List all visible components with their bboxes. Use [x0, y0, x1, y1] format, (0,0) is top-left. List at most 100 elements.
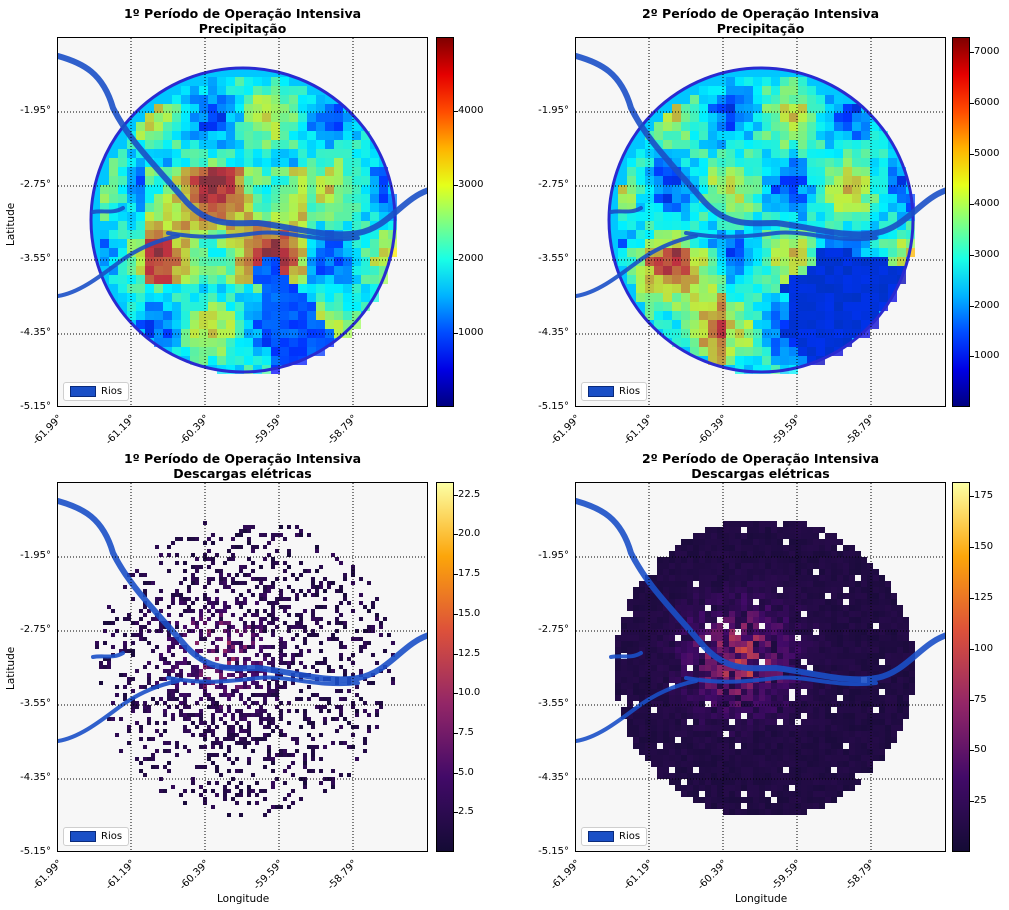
grid-cell: [888, 185, 897, 194]
grid-cell: [681, 221, 690, 230]
grid-cell: [753, 683, 759, 689]
grid-cell: [849, 761, 855, 767]
grid-cell: [651, 719, 657, 725]
map-plot[interactable]: Rios: [575, 37, 946, 407]
grid-cell: [789, 629, 795, 635]
grid-cell: [717, 653, 723, 659]
grid-cell: [741, 629, 747, 635]
grid-cell: [852, 248, 861, 257]
grid-cell: [885, 629, 891, 635]
colorbar-tick: [454, 732, 458, 734]
grid-cell: [199, 284, 208, 293]
grid-cell: [765, 545, 771, 551]
grid-cell: [825, 713, 831, 719]
grid-cell: [227, 757, 231, 761]
grid-cell: [861, 194, 870, 203]
grid-cell: [819, 569, 825, 575]
grid-cell: [103, 629, 107, 633]
grid-cell: [263, 673, 267, 677]
grid-cell: [759, 539, 765, 545]
grid-cell: [681, 557, 687, 563]
grid-cell: [267, 749, 271, 753]
grid-cell: [891, 659, 897, 665]
grid-cell: [247, 625, 251, 629]
grid-cell: [873, 671, 879, 677]
grid-cell: [807, 725, 813, 731]
grid-cell: [621, 689, 627, 695]
grid-cell: [379, 176, 388, 185]
grid-cell: [211, 705, 215, 709]
grid-cell: [729, 539, 735, 545]
grid-cell: [325, 203, 334, 212]
grid-cell: [247, 529, 251, 533]
grid-cell: [262, 329, 271, 338]
grid-cell: [753, 641, 759, 647]
grid-cell: [275, 625, 279, 629]
grid-cell: [315, 605, 319, 609]
grid-cell: [235, 266, 244, 275]
grid-cell: [271, 131, 280, 140]
grid-cell: [287, 793, 291, 797]
grid-cell: [795, 653, 801, 659]
grid-cell: [687, 581, 693, 587]
grid-cell: [837, 791, 843, 797]
grid-cell: [681, 743, 687, 749]
grid-cell: [753, 593, 759, 599]
grid-cell: [253, 95, 262, 104]
grid-cell: [780, 122, 789, 131]
grid-cell: [855, 611, 861, 617]
grid-cell: [807, 569, 813, 575]
grid-cell: [777, 605, 783, 611]
grid-cell: [717, 761, 723, 767]
grid-cell: [627, 248, 636, 257]
grid-cell: [705, 707, 711, 713]
grid-cell: [711, 581, 717, 587]
grid-cell: [789, 329, 798, 338]
grid-cell: [690, 158, 699, 167]
grid-cell: [753, 104, 762, 113]
grid-cell: [343, 717, 347, 721]
grid-cell: [127, 158, 136, 167]
grid-cell: [145, 302, 154, 311]
grid-cell: [765, 683, 771, 689]
grid-cell: [262, 338, 271, 347]
grid-cell: [861, 176, 870, 185]
grid-cell: [299, 613, 303, 617]
grid-cell: [315, 633, 319, 637]
grid-cell: [711, 563, 717, 569]
grid-cell: [735, 803, 741, 809]
grid-cell: [837, 737, 843, 743]
grid-cell: [699, 581, 705, 587]
grid-cell: [744, 203, 753, 212]
grid-cell: [690, 257, 699, 266]
grid-cell: [187, 589, 191, 593]
grid-cell: [299, 533, 303, 537]
grid-cell: [726, 167, 735, 176]
grid-cell: [831, 605, 837, 611]
grid-cell: [663, 230, 672, 239]
map-plot[interactable]: Rios: [57, 37, 428, 407]
grid-cell: [744, 185, 753, 194]
grid-cell: [181, 95, 190, 104]
grid-cell: [669, 761, 675, 767]
grid-cell: [203, 789, 207, 793]
grid-cell: [109, 275, 118, 284]
grid-cell: [657, 713, 663, 719]
grid-cell: [897, 707, 903, 713]
grid-cell: [239, 569, 243, 573]
grid-cell: [298, 176, 307, 185]
grid-cell: [759, 767, 765, 773]
grid-cell: [747, 617, 753, 623]
map-plot[interactable]: Rios: [575, 482, 946, 852]
grid-cell: [247, 785, 251, 789]
grid-cell: [267, 757, 271, 761]
grid-cell: [789, 533, 795, 539]
grid-cell: [311, 581, 315, 585]
grid-cell: [136, 185, 145, 194]
grid-cell: [319, 697, 323, 701]
grid-cell: [271, 665, 275, 669]
longitude-tick-label: -61.99°: [30, 413, 65, 448]
map-plot[interactable]: Rios: [57, 482, 428, 852]
grid-cell: [253, 212, 262, 221]
grid-cell: [831, 665, 837, 671]
